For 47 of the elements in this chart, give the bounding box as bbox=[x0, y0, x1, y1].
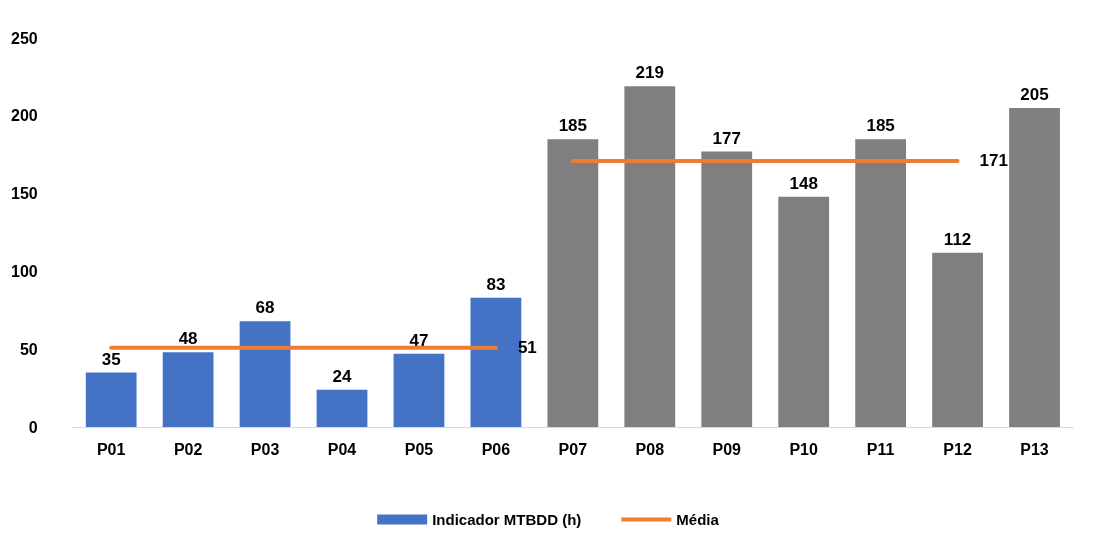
x-tick-label: P04 bbox=[327, 440, 357, 458]
bar bbox=[393, 353, 445, 427]
x-tick-label: P01 bbox=[96, 440, 126, 458]
bar bbox=[85, 372, 137, 427]
data-label: 205 bbox=[1020, 85, 1049, 105]
x-tick-label: P11 bbox=[866, 440, 895, 458]
bar bbox=[932, 252, 983, 427]
x-tick-label: P06 bbox=[481, 440, 511, 458]
data-label: 148 bbox=[789, 173, 818, 193]
bar bbox=[624, 86, 676, 427]
data-label: 24 bbox=[332, 366, 352, 386]
x-tick-label: P02 bbox=[173, 440, 203, 458]
legend-label: Indicador MTBDD (h) bbox=[432, 511, 582, 528]
y-tick-label: 0 bbox=[28, 418, 38, 436]
data-label: 83 bbox=[486, 274, 506, 294]
data-label: 35 bbox=[101, 349, 121, 369]
data-label: 185 bbox=[558, 116, 588, 136]
y-tick-label: 100 bbox=[10, 262, 38, 280]
y-tick-label: 50 bbox=[19, 340, 38, 358]
x-tick-label: P03 bbox=[250, 440, 280, 458]
bar bbox=[239, 321, 291, 427]
x-tick-label: P08 bbox=[635, 440, 665, 458]
bar bbox=[162, 352, 214, 427]
legend-label: Média bbox=[676, 511, 720, 528]
x-tick-label: P07 bbox=[558, 440, 588, 458]
data-label: 171 bbox=[979, 151, 1008, 171]
x-tick-label: P10 bbox=[789, 440, 819, 458]
x-tick-label: P09 bbox=[712, 440, 742, 458]
data-label: 47 bbox=[409, 330, 429, 350]
y-tick-label: 150 bbox=[10, 185, 38, 203]
bar bbox=[778, 196, 830, 427]
x-tick-label: P12 bbox=[943, 440, 972, 458]
data-label: 177 bbox=[712, 128, 741, 148]
x-tick-label: P13 bbox=[1020, 440, 1049, 458]
x-tick-label: P05 bbox=[404, 440, 434, 458]
bar bbox=[1009, 108, 1060, 427]
bar bbox=[547, 139, 599, 427]
data-label: 48 bbox=[178, 329, 198, 349]
data-label: 112 bbox=[943, 229, 972, 249]
bar bbox=[855, 139, 907, 427]
y-tick-label: 250 bbox=[10, 29, 38, 47]
bar bbox=[316, 389, 368, 427]
y-tick-label: 200 bbox=[10, 107, 38, 125]
data-label: 185 bbox=[866, 116, 895, 136]
data-label: 68 bbox=[255, 298, 275, 318]
data-label: 219 bbox=[635, 63, 664, 83]
bar bbox=[701, 151, 753, 427]
